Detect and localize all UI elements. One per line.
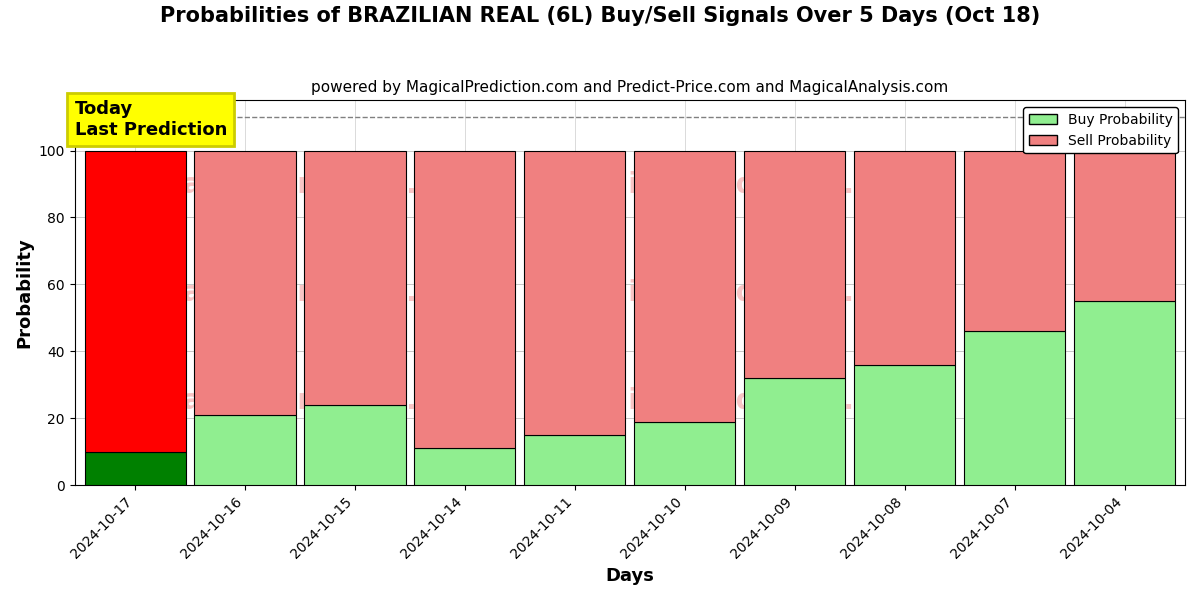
Bar [84, 452, 186, 485]
Text: MagicalPrediction.com: MagicalPrediction.com [563, 171, 919, 199]
Bar [1074, 151, 1175, 301]
Bar [964, 331, 1066, 485]
Bar [964, 151, 1066, 331]
Bar [854, 365, 955, 485]
Bar [744, 378, 845, 485]
Y-axis label: Probability: Probability [16, 238, 34, 348]
Text: Probabilities of BRAZILIAN REAL (6L) Buy/Sell Signals Over 5 Days (Oct 18): Probabilities of BRAZILIAN REAL (6L) Buy… [160, 6, 1040, 26]
Legend: Buy Probability, Sell Probability: Buy Probability, Sell Probability [1024, 107, 1178, 154]
Text: MagicalPrediction.com: MagicalPrediction.com [563, 279, 919, 307]
Bar [84, 151, 186, 452]
Title: powered by MagicalPrediction.com and Predict-Price.com and MagicalAnalysis.com: powered by MagicalPrediction.com and Pre… [311, 80, 948, 95]
Bar [305, 151, 406, 405]
Text: MagicalAnalysis.com: MagicalAnalysis.com [156, 279, 482, 307]
Bar [414, 151, 516, 448]
Bar [194, 415, 295, 485]
Bar [1074, 301, 1175, 485]
Bar [305, 405, 406, 485]
Text: MagicalAnalysis.com: MagicalAnalysis.com [156, 386, 482, 415]
X-axis label: Days: Days [605, 567, 654, 585]
Text: Today
Last Prediction: Today Last Prediction [74, 100, 227, 139]
Bar [524, 151, 625, 435]
Bar [854, 151, 955, 365]
Bar [635, 422, 736, 485]
Text: MagicalAnalysis.com: MagicalAnalysis.com [156, 171, 482, 199]
Bar [524, 435, 625, 485]
Bar [635, 151, 736, 422]
Bar [414, 448, 516, 485]
Bar [744, 151, 845, 378]
Bar [194, 151, 295, 415]
Text: MagicalPrediction.com: MagicalPrediction.com [563, 386, 919, 415]
